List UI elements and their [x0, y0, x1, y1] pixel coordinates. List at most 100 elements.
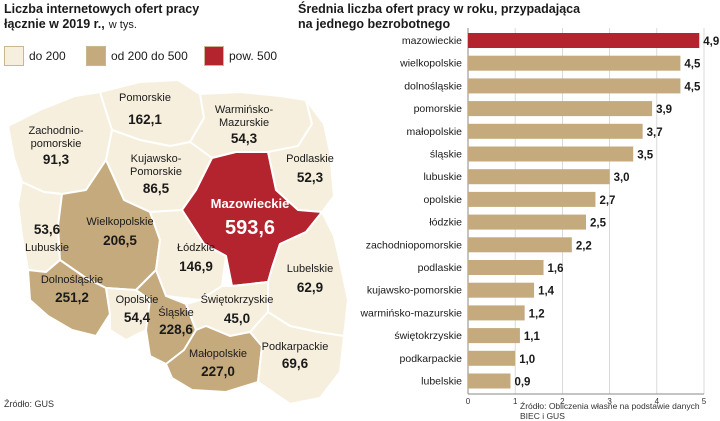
value-label: 2,5 [590, 218, 607, 230]
value-lodzkie: 146,9 [179, 259, 213, 274]
x-tick-label: 2 [560, 397, 565, 406]
x-tick-label: 1 [513, 397, 518, 406]
label-zachodnio-1: Zachodnio- [28, 125, 83, 137]
label-opolskie: Opolskie [116, 294, 159, 306]
category-label: mazowieckie [402, 35, 462, 47]
value-kujawsko-pomorskie: 86,5 [143, 181, 170, 196]
map-title: Liczba internetowych ofert pracy łącznie… [4, 2, 304, 33]
label-lubuskie: Lubuskie [25, 242, 69, 254]
label-malopolskie: Małopolskie [189, 348, 247, 360]
bar [468, 350, 516, 366]
value-label: 3,0 [614, 172, 630, 184]
map-title-line2: łącznie w 2019 r., [4, 17, 105, 31]
value-label: 2,2 [576, 240, 592, 252]
x-tick-label: 5 [702, 397, 707, 406]
bar [468, 55, 681, 71]
legend-label-high: pow. 500 [229, 49, 278, 63]
value-label: 4,5 [684, 81, 701, 93]
value-pomorskie: 162,1 [128, 112, 162, 127]
label-podkarpackie: Podkarpackie [262, 341, 329, 353]
legend-label-mid: od 200 do 500 [111, 49, 188, 63]
value-slaskie: 228,6 [159, 322, 193, 337]
bar [468, 33, 700, 48]
region-podkarpackie [249, 311, 345, 405]
chart-title-line2: na jednego bezrobotnego [298, 17, 451, 31]
value-zachodniopomorskie: 91,3 [43, 152, 70, 167]
value-label: 1,2 [529, 308, 545, 320]
chart-source: Źródło: Obliczenia własne na podstawie d… [520, 401, 700, 421]
category-label: opolskie [423, 194, 462, 206]
x-tick-label: 4 [655, 397, 660, 406]
category-label: dolnośląskie [404, 80, 462, 92]
legend-label-low: do 200 [29, 49, 66, 63]
label-kujawsko-1: Kujawsko- [131, 153, 182, 165]
label-zachodnio-2: pomorskie [31, 138, 82, 150]
bar [468, 282, 535, 298]
value-label: 0,9 [514, 377, 530, 389]
category-label: podlaskie [418, 262, 463, 274]
legend-swatch-mid [86, 46, 106, 66]
value-label: 4,5 [684, 59, 701, 71]
value-opolskie: 54,4 [124, 310, 151, 325]
bar [468, 123, 643, 139]
value-podkarpackie: 69,6 [282, 356, 309, 371]
label-swietokrzyskie: Świętokrzyskie [201, 293, 274, 306]
x-tick-label: 0 [466, 397, 471, 406]
category-label: lubuskie [423, 171, 462, 183]
value-malopolskie: 227,0 [201, 364, 235, 379]
value-label: 1,0 [519, 354, 535, 366]
value-wielkopolskie: 206,5 [103, 233, 137, 248]
value-lubelskie: 62,9 [297, 280, 323, 295]
value-label: 3,5 [637, 150, 654, 162]
value-podlaskie: 52,3 [297, 170, 324, 185]
value-dolnoslaskie: 251,2 [55, 290, 89, 305]
label-podlaskie: Podlaskie [286, 153, 334, 165]
map-title-line1: Liczba internetowych ofert pracy [4, 2, 200, 16]
label-kujawsko-2: Pomorskie [130, 166, 182, 178]
label-warminsko-2: Mazurskie [219, 117, 269, 129]
bar [468, 328, 520, 344]
category-label: wielkopolskie [399, 58, 462, 70]
value-lubuskie: 53,6 [34, 222, 61, 237]
category-label: podkarpackie [400, 353, 463, 365]
label-wielkopolskie: Wielkopolskie [86, 216, 153, 228]
value-label: 1,4 [538, 286, 555, 298]
label-mazowieckie: Mazowieckie [211, 196, 290, 211]
value-swietokrzyskie: 45,0 [224, 311, 250, 326]
x-tick-label: 3 [607, 397, 612, 406]
value-label: 1,1 [524, 331, 541, 343]
bar [468, 373, 511, 389]
bar-chart: 0 1 2 3 4 5 mazowieckie 4,9 wielkopolskie 4,5 doln… [359, 28, 719, 406]
bar [468, 169, 610, 185]
value-mazowieckie: 593,6 [225, 217, 275, 239]
bar [468, 214, 586, 230]
bar [468, 191, 596, 207]
category-label: pomorskie [414, 103, 463, 115]
map-unit: w tys. [108, 19, 137, 31]
label-pomorskie: Pomorskie [119, 92, 171, 104]
value-label: 2,7 [599, 195, 615, 207]
bar [468, 78, 681, 94]
category-label: kujawsko-pomorskie [367, 285, 462, 297]
bar [468, 101, 653, 117]
value-label: 3,9 [656, 104, 672, 116]
chart-title: Średnia liczba ofert pracy w roku, przyp… [298, 2, 718, 32]
poland-map: Pomorskie 162,1 Warmińsko- Mazurskie 54,… [0, 0, 360, 412]
legend-swatch-low [4, 46, 24, 66]
label-dolnoslaskie: Dolnośląskie [41, 274, 103, 286]
label-lubelskie: Lubelskie [287, 263, 333, 275]
value-warminsko-mazurskie: 54,3 [231, 131, 258, 146]
category-label: świętokrzyskie [394, 330, 462, 342]
category-label: małopolskie [407, 126, 463, 138]
category-label: łódzkie [429, 217, 462, 229]
map-source: Źródło: GUS [4, 399, 55, 409]
bar [468, 305, 525, 321]
legend-swatch-high [204, 46, 224, 66]
value-label: 4,9 [703, 36, 719, 48]
label-lodzkie: Łódzkie [177, 242, 215, 254]
category-label: śląskie [430, 149, 462, 161]
category-label: warmińsko-mazurskie [359, 307, 462, 319]
label-warminsko-1: Warmińsko- [215, 104, 274, 116]
map-svg: Pomorskie 162,1 Warmińsko- Mazurskie 54,… [7, 79, 349, 405]
bar [468, 146, 634, 162]
